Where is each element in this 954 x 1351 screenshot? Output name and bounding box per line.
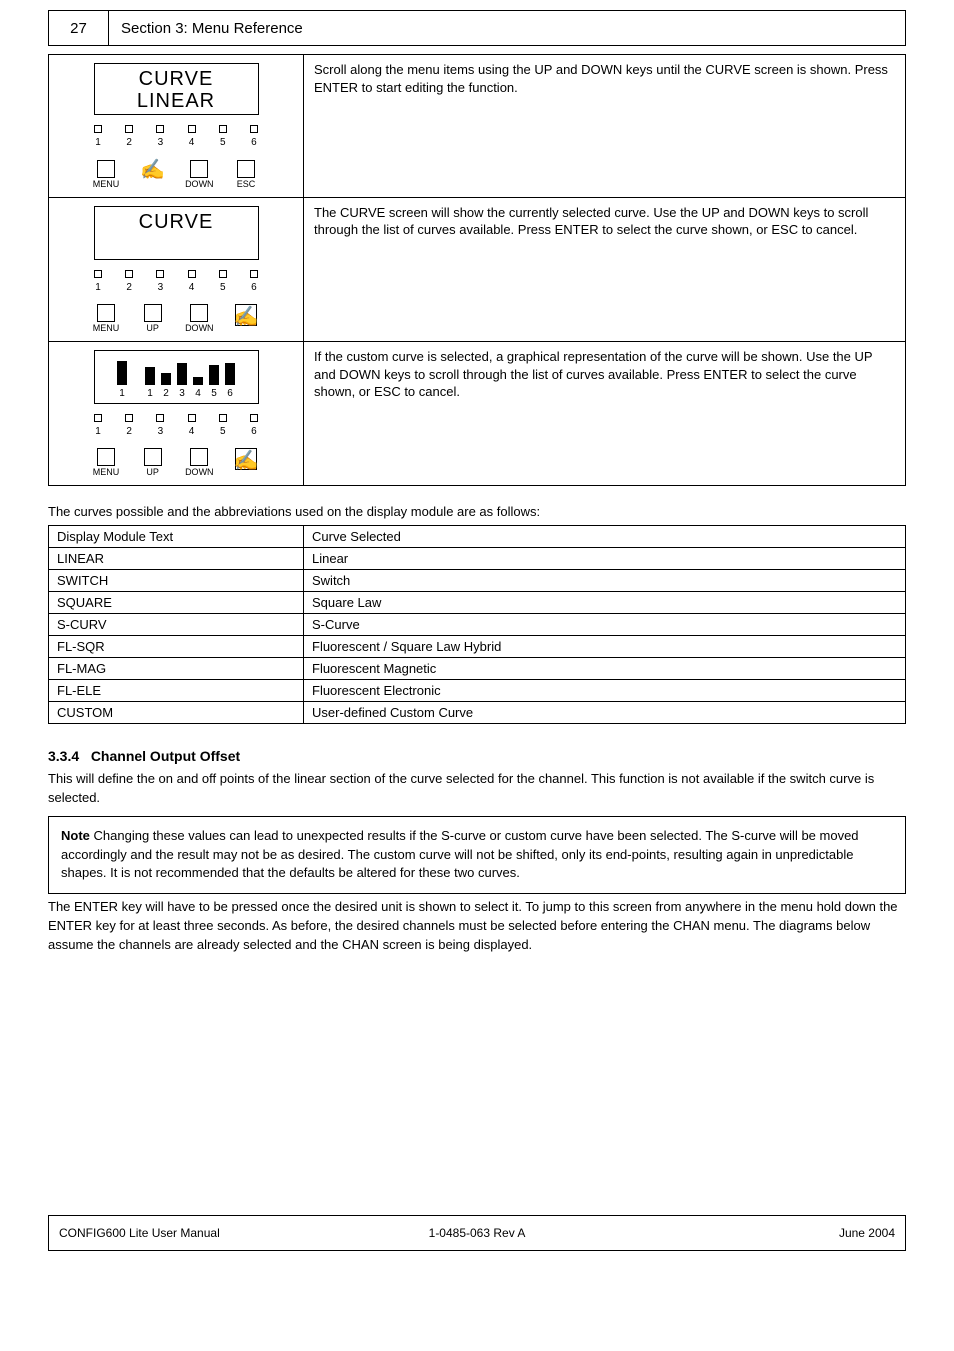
diagram-cell: CURVE 1 2 3 4 5 6 MENU UP DOWN ✍ bbox=[49, 197, 304, 342]
note-text: Changing these values can lead to unexpe… bbox=[61, 828, 859, 881]
custom-curve-bars bbox=[101, 357, 252, 385]
offset-paragraph-2: The ENTER key will have to be pressed on… bbox=[48, 898, 906, 955]
down-button[interactable] bbox=[190, 304, 208, 322]
page-footer-frame: CONFIG600 Lite User Manual 1-0485-063 Re… bbox=[48, 1215, 906, 1251]
button-row: MENU UP DOWN ✍ bbox=[86, 448, 266, 477]
diagram-cell: CURVE LINEAR 1 2 3 4 5 6 MENU ✍ DOWN ESC bbox=[49, 55, 304, 198]
channel-indicators: 1 2 3 4 5 6 bbox=[86, 414, 266, 439]
lcd-line: CURVE bbox=[101, 68, 252, 90]
indicator-square bbox=[125, 125, 133, 133]
page-number-tab: 27 bbox=[49, 11, 109, 45]
map-row: FL-ELEFluorescent Electronic bbox=[49, 680, 906, 702]
curve-bar bbox=[193, 377, 203, 385]
section-title-text: Channel Output Offset bbox=[91, 748, 240, 764]
lcd-display: CURVE bbox=[94, 206, 259, 260]
map-cell: Square Law bbox=[304, 592, 906, 614]
page-header-frame: 27 Section 3: Menu Reference bbox=[48, 10, 906, 46]
map-cell: SQUARE bbox=[49, 592, 304, 614]
instruction-row: 1123456 1 2 3 4 5 6 MENU UP DOWN ✍ If th… bbox=[49, 342, 906, 486]
map-row: SQUARESquare Law bbox=[49, 592, 906, 614]
footer-right: June 2004 bbox=[616, 1226, 895, 1240]
menu-button[interactable] bbox=[97, 448, 115, 466]
map-cell: Fluorescent / Square Law Hybrid bbox=[304, 636, 906, 658]
section-number: 3.3.4 bbox=[48, 748, 79, 764]
channel-indicators: 1 2 3 4 5 6 bbox=[86, 125, 266, 150]
map-row: S-CURVS-Curve bbox=[49, 614, 906, 636]
button-row: MENU ✍ DOWN ESC bbox=[86, 160, 266, 189]
map-row: CUSTOMUser-defined Custom Curve bbox=[49, 702, 906, 724]
down-button[interactable] bbox=[190, 160, 208, 178]
lcd-display-custom-curve: 1123456 bbox=[94, 350, 259, 404]
map-header: Display Module Text bbox=[49, 526, 304, 548]
map-cell: FL-ELE bbox=[49, 680, 304, 702]
map-cell: Fluorescent Magnetic bbox=[304, 658, 906, 680]
map-cell: CUSTOM bbox=[49, 702, 304, 724]
indicator-square bbox=[156, 125, 164, 133]
channel-indicators: 1 2 3 4 5 6 bbox=[86, 270, 266, 295]
section-title: Section 3: Menu Reference bbox=[109, 11, 905, 45]
indicator-square bbox=[250, 125, 258, 133]
esc-button[interactable] bbox=[237, 160, 255, 178]
instruction-row: CURVE 1 2 3 4 5 6 MENU UP DOWN ✍ bbox=[49, 197, 906, 342]
hand-pointer-icon: ✍ bbox=[140, 162, 165, 178]
button-row: MENU UP DOWN ✍ bbox=[86, 304, 266, 333]
hand-pointer-icon: ✍ bbox=[234, 309, 259, 325]
map-cell: LINEAR bbox=[49, 548, 304, 570]
enter-button[interactable]: ✍ bbox=[235, 448, 257, 470]
map-row: SWITCHSwitch bbox=[49, 570, 906, 592]
curve-bar bbox=[161, 373, 171, 385]
map-cell: FL-MAG bbox=[49, 658, 304, 680]
up-button[interactable] bbox=[144, 304, 162, 322]
curve-bar bbox=[145, 367, 155, 385]
enter-button[interactable]: ✍ bbox=[235, 304, 257, 326]
map-row: FL-SQRFluorescent / Square Law Hybrid bbox=[49, 636, 906, 658]
menu-button[interactable] bbox=[97, 304, 115, 322]
map-cell: S-Curve bbox=[304, 614, 906, 636]
instruction-text: If the custom curve is selected, a graph… bbox=[304, 342, 906, 486]
map-row: LINEARLinear bbox=[49, 548, 906, 570]
indicator-square bbox=[188, 125, 196, 133]
indicator-square bbox=[94, 125, 102, 133]
down-button[interactable] bbox=[190, 448, 208, 466]
menu-button[interactable] bbox=[97, 160, 115, 178]
offset-paragraph: This will define the on and off points o… bbox=[48, 770, 906, 808]
map-cell: Fluorescent Electronic bbox=[304, 680, 906, 702]
indicator-square bbox=[219, 125, 227, 133]
map-row: FL-MAGFluorescent Magnetic bbox=[49, 658, 906, 680]
lcd-line: CURVE bbox=[101, 211, 252, 233]
diagram-cell: 1123456 1 2 3 4 5 6 MENU UP DOWN ✍ bbox=[49, 342, 304, 486]
curve-bar bbox=[117, 361, 127, 385]
curve-bar bbox=[225, 363, 235, 385]
map-cell: S-CURV bbox=[49, 614, 304, 636]
instruction-table: CURVE LINEAR 1 2 3 4 5 6 MENU ✍ DOWN ESC bbox=[48, 54, 906, 486]
map-cell: Linear bbox=[304, 548, 906, 570]
lcd-line: LINEAR bbox=[101, 90, 252, 112]
hand-pointer-icon: ✍ bbox=[234, 453, 259, 469]
curve-bar bbox=[177, 363, 187, 385]
lcd-display: CURVE LINEAR bbox=[94, 63, 259, 115]
map-intro-text: The curves possible and the abbreviation… bbox=[48, 504, 906, 519]
section-heading: 3.3.4 Channel Output Offset bbox=[48, 748, 906, 764]
curve-mapping-table: Display Module Text Curve Selected LINEA… bbox=[48, 525, 906, 724]
note-box: Note Changing these values can lead to u… bbox=[48, 816, 906, 895]
custom-curve-labels: 1123456 bbox=[101, 387, 252, 401]
curve-bar bbox=[209, 365, 219, 385]
instruction-row: CURVE LINEAR 1 2 3 4 5 6 MENU ✍ DOWN ESC bbox=[49, 55, 906, 198]
instruction-text: The CURVE screen will show the currently… bbox=[304, 197, 906, 342]
note-label: Note bbox=[61, 828, 90, 843]
map-cell: Switch bbox=[304, 570, 906, 592]
instruction-text: Scroll along the menu items using the UP… bbox=[304, 55, 906, 198]
map-cell: SWITCH bbox=[49, 570, 304, 592]
up-button[interactable] bbox=[144, 448, 162, 466]
map-cell: FL-SQR bbox=[49, 636, 304, 658]
map-header: Curve Selected bbox=[304, 526, 906, 548]
footer-mid: 1-0485-063 Rev A bbox=[338, 1226, 617, 1240]
map-cell: User-defined Custom Curve bbox=[304, 702, 906, 724]
footer-left: CONFIG600 Lite User Manual bbox=[59, 1226, 338, 1240]
